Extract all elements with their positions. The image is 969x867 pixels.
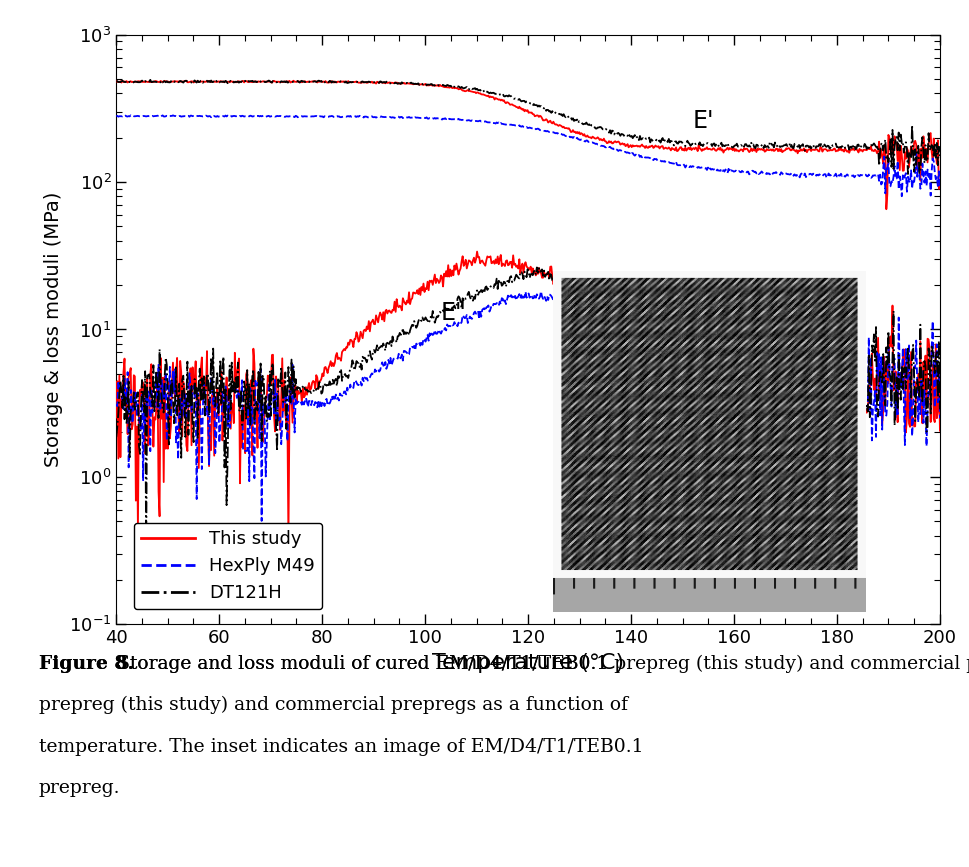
Text: Figure 8.: Figure 8.	[39, 655, 134, 673]
X-axis label: Temperature (°C): Temperature (°C)	[432, 653, 624, 673]
Text: E": E"	[441, 301, 466, 324]
Legend: This study, HexPly M49, DT121H: This study, HexPly M49, DT121H	[134, 523, 323, 610]
Y-axis label: Storage & loss moduli (MPa): Storage & loss moduli (MPa)	[45, 192, 63, 467]
Text: prepreg (this study) and commercial prepregs as a function of: prepreg (this study) and commercial prep…	[39, 696, 628, 714]
Text: temperature. The inset indicates an image of EM/D4/T1/TEB0.1: temperature. The inset indicates an imag…	[39, 738, 643, 756]
Text: prepreg.: prepreg.	[39, 779, 120, 798]
Text: Storage and loss moduli of cured EM/D4/T1/TEB0.1: Storage and loss moduli of cured EM/D4/T…	[111, 655, 609, 673]
Text: E': E'	[693, 109, 714, 133]
Text: Figure 8.: Figure 8.	[39, 655, 134, 673]
Text: Storage and loss moduli of cured EM/D4/T1/TEB0.1 prepreg (this study) and commer: Storage and loss moduli of cured EM/D4/T…	[111, 655, 969, 673]
